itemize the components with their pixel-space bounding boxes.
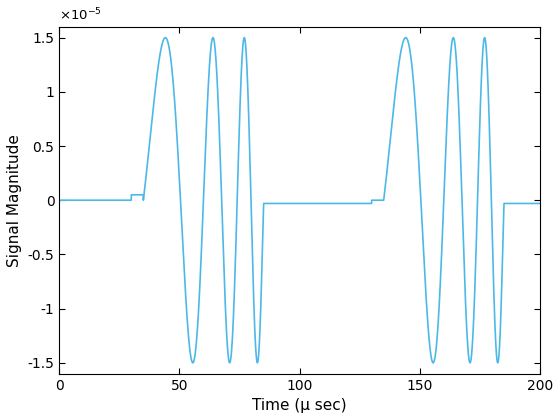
Text: $\times10^{-5}$: $\times10^{-5}$ <box>59 7 102 23</box>
X-axis label: Time (μ sec): Time (μ sec) <box>252 398 347 413</box>
Y-axis label: Signal Magnitude: Signal Magnitude <box>7 134 22 267</box>
